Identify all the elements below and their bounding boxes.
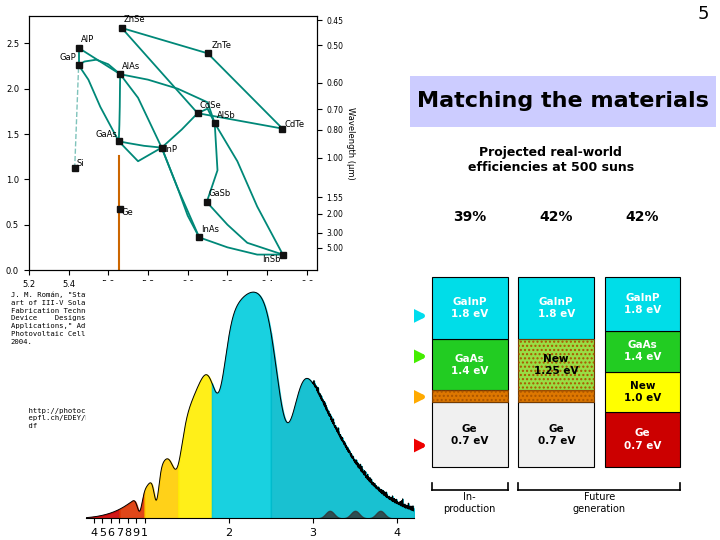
Text: New
1.25 eV: New 1.25 eV (534, 354, 578, 376)
Bar (432, 402, 508, 467)
Text: http://photochemistry.
    epfl.ch/EDEY/NREL.p
    df: http://photochemistry. epfl.ch/EDEY/NREL… (11, 408, 125, 429)
Text: J. M. Román, "State-of-the-
art of III-V Solar Cell
Fabrication Technologies,
De: J. M. Román, "State-of-the- art of III-V… (11, 292, 129, 345)
Text: AlAs: AlAs (122, 62, 140, 71)
Bar (432, 390, 508, 402)
Text: GaAs: GaAs (95, 130, 117, 139)
Text: 42%: 42% (539, 210, 572, 224)
Bar (518, 390, 594, 402)
Text: GaInP
1.8 eV: GaInP 1.8 eV (538, 297, 575, 319)
Text: Ge
0.7 eV: Ge 0.7 eV (538, 423, 575, 446)
Text: Projected real-world
efficiencies at 500 suns: Projected real-world efficiencies at 500… (468, 146, 634, 174)
Bar (432, 277, 508, 339)
Bar (605, 277, 680, 331)
Text: Ge
0.7 eV: Ge 0.7 eV (451, 423, 488, 446)
Text: In-
production: In- production (444, 492, 496, 514)
Bar (432, 390, 508, 402)
Text: Si: Si (76, 159, 84, 168)
Text: GaAs
1.4 eV: GaAs 1.4 eV (624, 340, 661, 362)
FancyBboxPatch shape (410, 76, 716, 127)
Text: AlSb: AlSb (217, 111, 235, 120)
Text: Future
generation: Future generation (573, 492, 626, 514)
Text: Matching the materials: Matching the materials (418, 91, 709, 111)
Text: GaInP
1.8 eV: GaInP 1.8 eV (624, 293, 661, 315)
Text: InSb: InSb (262, 255, 281, 264)
Text: 39%: 39% (453, 210, 486, 224)
Text: AlP: AlP (81, 35, 94, 44)
Text: GaSb: GaSb (209, 190, 231, 198)
Text: 42%: 42% (626, 210, 659, 224)
Bar (432, 339, 508, 390)
Text: ZnTe: ZnTe (212, 40, 232, 50)
Text: Ge
0.7 eV: Ge 0.7 eV (624, 428, 661, 451)
Bar (518, 277, 594, 339)
Text: InP: InP (163, 145, 176, 154)
Bar (605, 331, 680, 372)
Y-axis label: Wavelength (µm): Wavelength (µm) (346, 107, 355, 179)
Text: CdSe: CdSe (199, 100, 221, 110)
Bar (518, 390, 594, 402)
Bar (605, 372, 680, 412)
Text: GaInP
1.8 eV: GaInP 1.8 eV (451, 297, 488, 319)
Bar (518, 339, 594, 390)
Text: 5: 5 (698, 5, 709, 23)
X-axis label: Lattice Constant (A): Lattice Constant (A) (124, 294, 222, 304)
Bar (518, 402, 594, 467)
Bar (518, 339, 594, 390)
Text: GaAs
1.4 eV: GaAs 1.4 eV (451, 354, 488, 376)
Text: ZnSe: ZnSe (124, 15, 145, 24)
Text: CdTe: CdTe (284, 119, 305, 129)
Bar (605, 412, 680, 467)
Text: InAs: InAs (201, 225, 219, 234)
Text: GaP: GaP (60, 53, 76, 63)
Text: New
1.0 eV: New 1.0 eV (624, 381, 661, 403)
Text: Ge: Ge (122, 207, 133, 217)
